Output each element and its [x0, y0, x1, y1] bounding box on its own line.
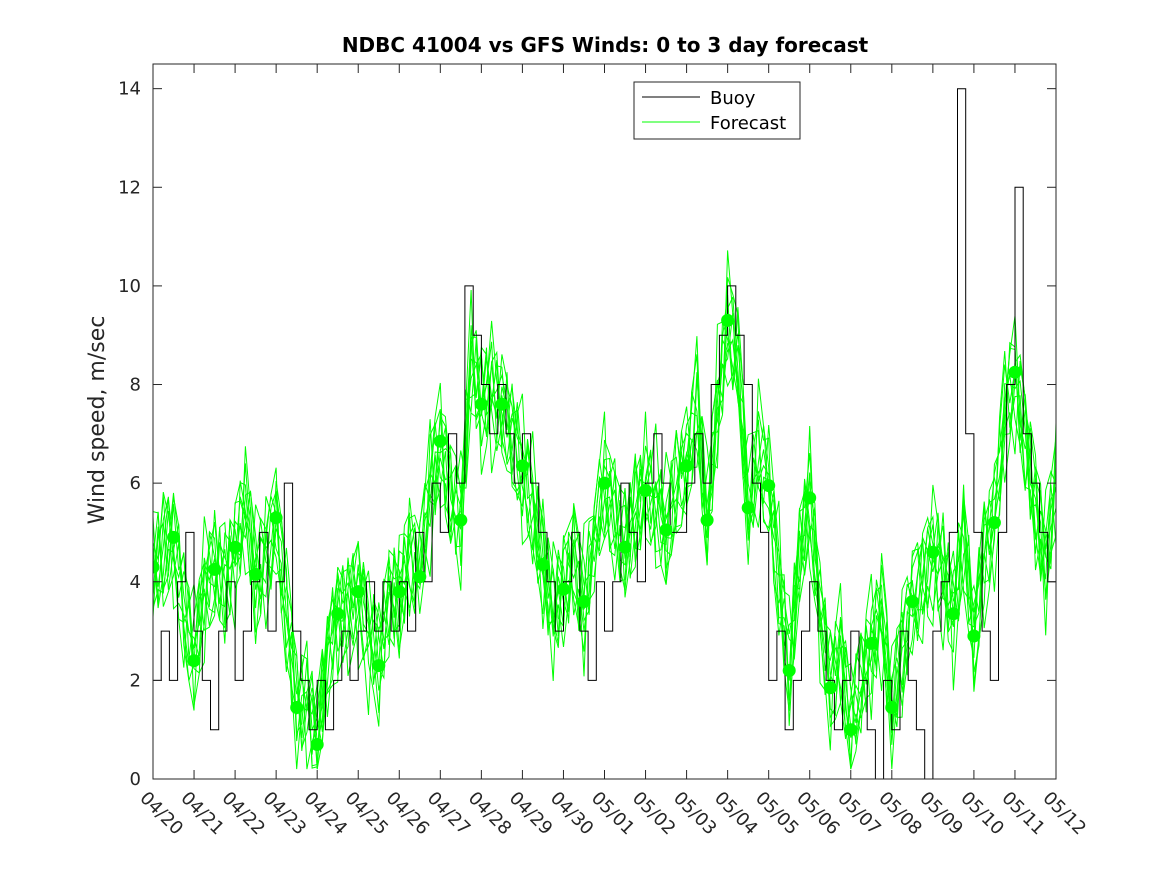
- y-tick-label: 0: [130, 769, 141, 790]
- legend: Buoy Forecast: [633, 81, 801, 140]
- forecast-run-line: [153, 338, 1056, 770]
- y-tick-label: 14: [118, 79, 141, 100]
- forecast-marker: [721, 313, 735, 327]
- legend-buoy-label: Buoy: [710, 88, 756, 109]
- forecast-marker: [153, 560, 160, 574]
- forecast-marker: [577, 595, 591, 608]
- forecast-marker: [618, 540, 632, 554]
- forecast-marker: [782, 664, 796, 677]
- forecast-marker: [905, 595, 919, 608]
- forecast-marker: [844, 723, 858, 737]
- y-tick-label: 6: [130, 473, 141, 494]
- forecast-marker: [433, 434, 447, 448]
- forecast-marker: [946, 607, 960, 621]
- forecast-marker: [310, 738, 324, 751]
- forecast-marker: [269, 511, 283, 525]
- plot-area: [153, 88, 1056, 779]
- legend-box: [633, 81, 801, 140]
- plot-content: [153, 88, 1056, 779]
- forecast-marker: [967, 629, 981, 643]
- forecast-marker: [372, 659, 386, 673]
- forecast-run-line: [153, 340, 1056, 770]
- forecast-marker: [392, 585, 406, 599]
- forecast-marker: [700, 513, 714, 527]
- forecast-marker: [987, 516, 1001, 530]
- forecast-marker: [864, 636, 878, 650]
- forecast-marker: [803, 491, 817, 505]
- y-axis-label: Wind speed, m/sec: [85, 316, 110, 525]
- forecast-marker: [187, 654, 201, 668]
- forecast-marker: [659, 523, 673, 537]
- forecast-marker: [557, 582, 570, 596]
- legend-forecast-label: Forecast: [710, 113, 786, 134]
- forecast-marker: [167, 530, 180, 544]
- forecast-marker: [823, 681, 837, 695]
- forecast-marker: [413, 570, 427, 584]
- buoy-line: [153, 88, 1056, 779]
- y-tick-label: 10: [118, 276, 141, 297]
- forecast-marker: [741, 501, 755, 515]
- forecast-run-line: [153, 289, 1056, 770]
- forecast-marker: [474, 397, 488, 411]
- y-tick-label: 4: [130, 572, 141, 593]
- forecast-marker: [515, 459, 529, 473]
- forecast-marker: [495, 397, 509, 411]
- forecast-marker: [926, 545, 940, 559]
- forecast-run-line: [153, 313, 1056, 770]
- forecast-marker: [885, 701, 899, 714]
- forecast-marker: [454, 513, 468, 527]
- forecast-marker: [331, 607, 345, 621]
- forecast-marker: [208, 562, 222, 576]
- y-tick-label: 2: [130, 670, 141, 691]
- forecast-run-line: [153, 250, 1056, 769]
- forecast-marker: [598, 476, 611, 490]
- forecast-marker: [351, 585, 365, 599]
- forecast-marker: [1008, 365, 1022, 379]
- forecast-marker: [228, 540, 242, 554]
- forecast-marker: [762, 479, 776, 493]
- forecast-marker: [290, 701, 304, 714]
- chart-title: NDBC 41004 vs GFS Winds: 0 to 3 day fore…: [342, 33, 869, 57]
- y-tick-label: 12: [118, 177, 141, 198]
- forecast-marker: [639, 484, 652, 497]
- forecast-marker: [249, 567, 263, 581]
- y-tick-label: 8: [130, 375, 141, 396]
- forecast-marker: [536, 558, 550, 571]
- forecast-marker: [680, 459, 694, 473]
